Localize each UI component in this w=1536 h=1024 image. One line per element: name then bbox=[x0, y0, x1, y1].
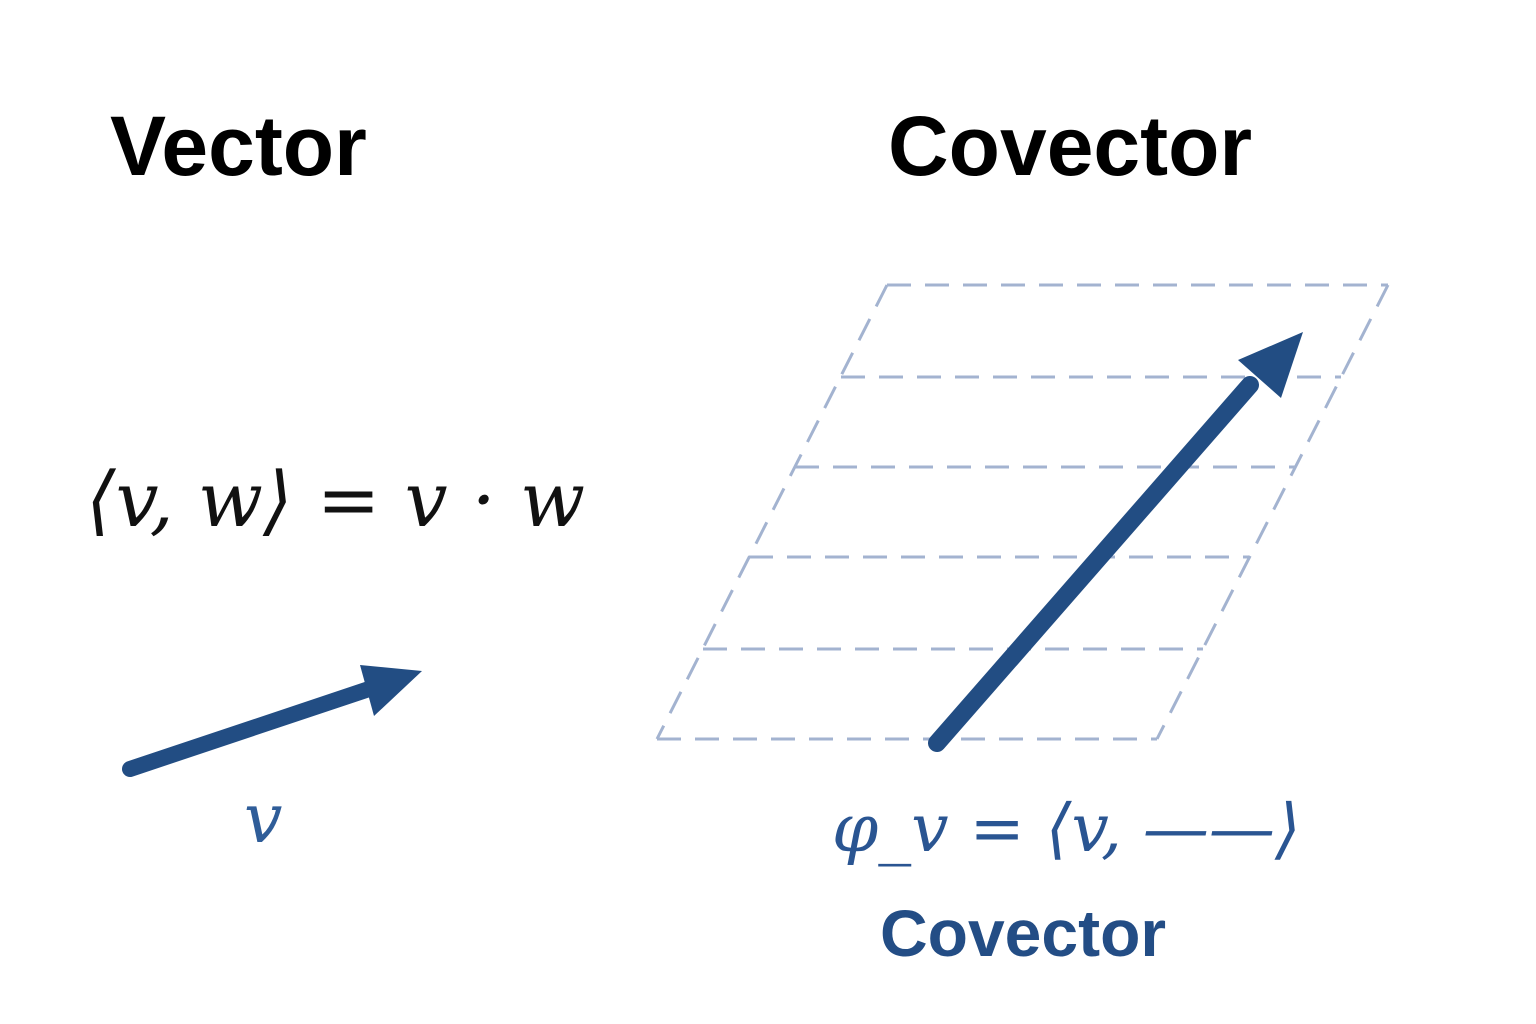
vector-label: v bbox=[244, 780, 283, 859]
vector-arrow-icon bbox=[122, 665, 422, 777]
grid-edge-left bbox=[655, 284, 889, 740]
vector-heading: Vector bbox=[110, 99, 367, 193]
covector-heading: Covector bbox=[888, 99, 1253, 193]
covector-formula: φ_v = ⟨v, ——⟩ bbox=[832, 790, 1301, 867]
inner-product-formula: ⟨v, w⟩ = v · w bbox=[86, 455, 586, 544]
covector-arrow-icon bbox=[928, 332, 1303, 752]
covector-level-sets-grid bbox=[655, 283, 1390, 741]
grid-edge-right bbox=[1155, 284, 1390, 740]
covector-caption: Covector bbox=[880, 896, 1167, 970]
